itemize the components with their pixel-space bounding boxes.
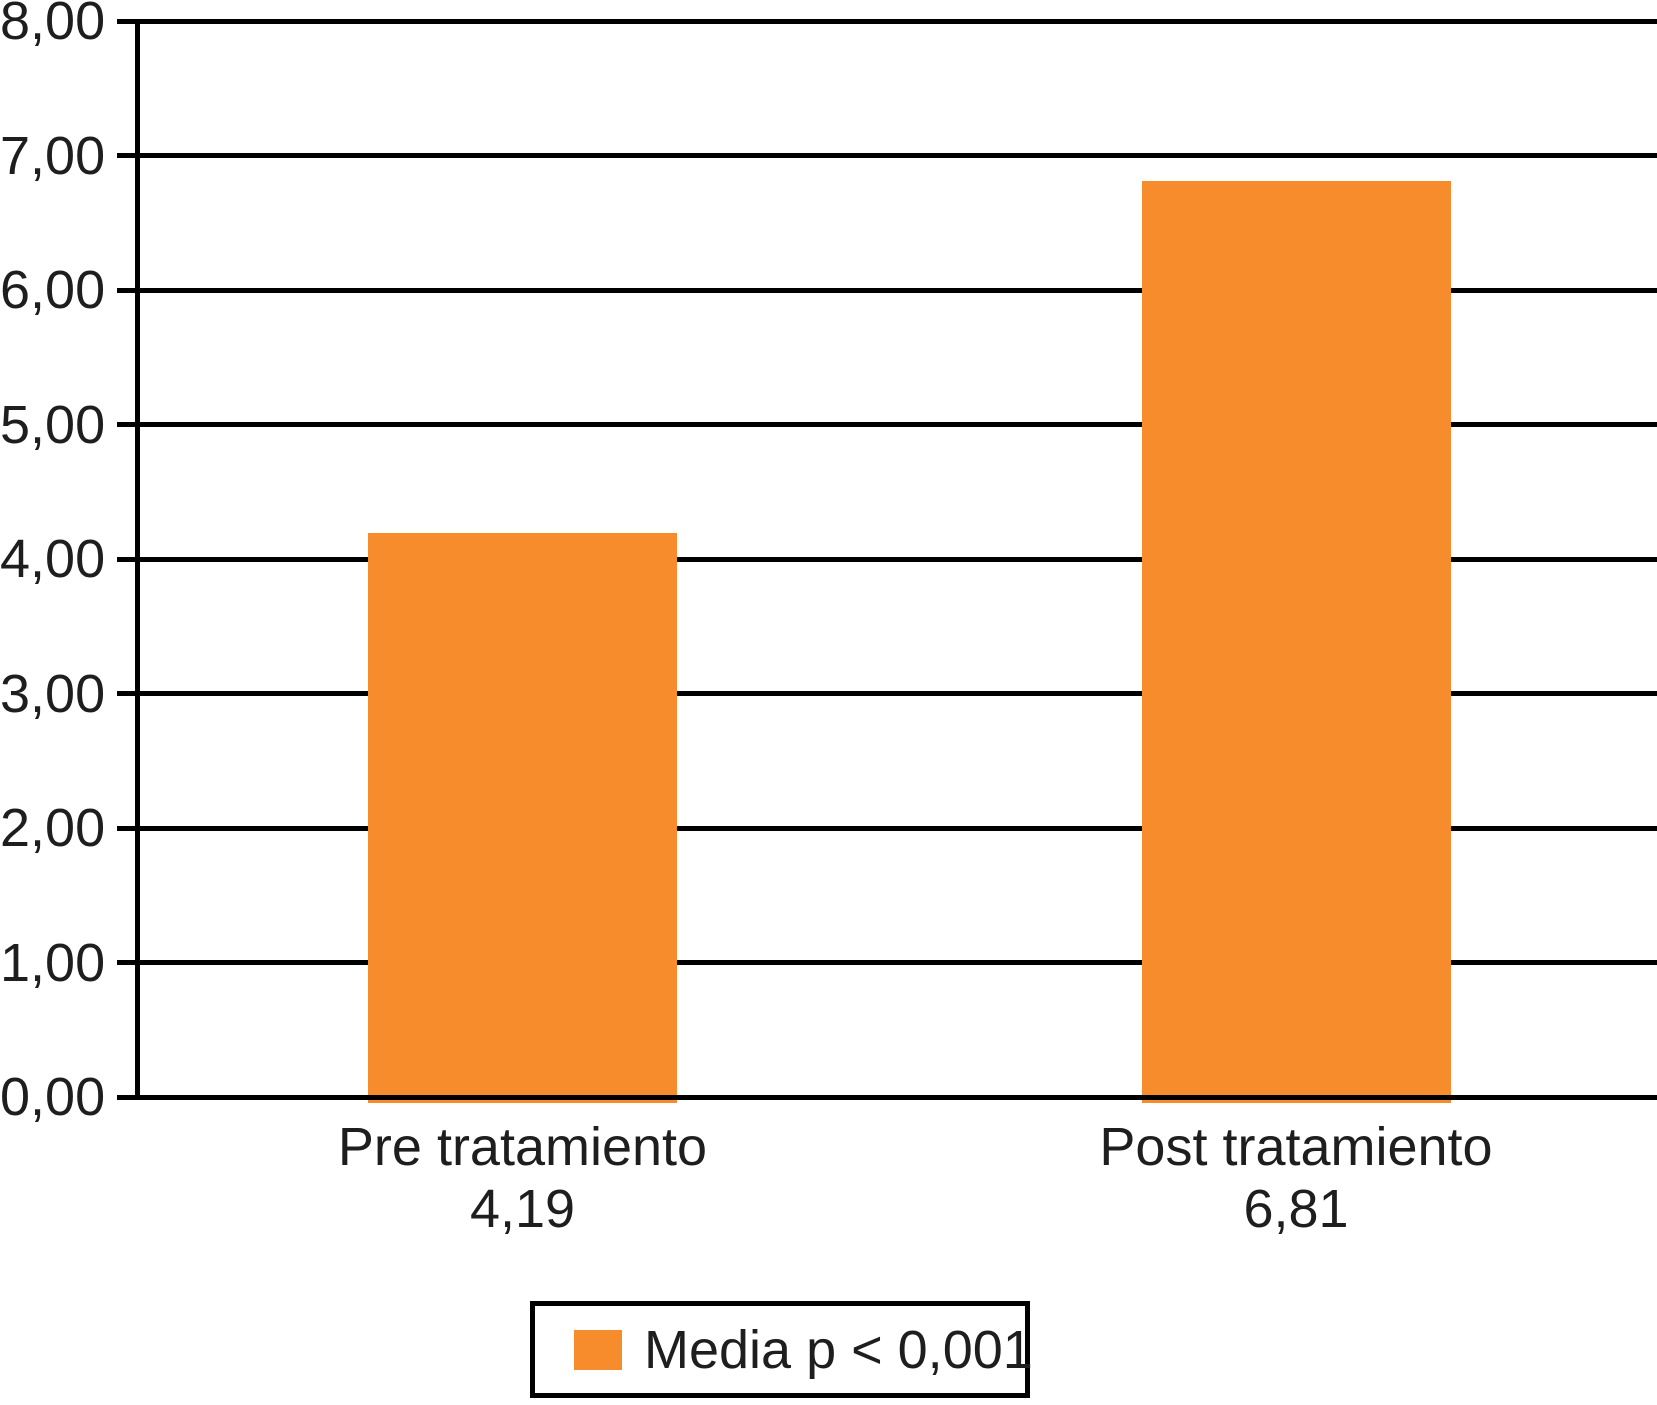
gridline: [117, 422, 1657, 427]
bar-post-tratamiento: [1141, 181, 1451, 1103]
category-value: 4,19: [469, 1179, 576, 1239]
y-tick-label: 7,00: [0, 125, 106, 186]
category-label: Pre tratamiento 4,19: [203, 1116, 843, 1240]
legend-box: Media p < 0,001: [530, 1301, 1033, 1398]
category-label: Post tratamiento 6,81: [976, 1116, 1616, 1240]
gridline: [117, 287, 1657, 293]
legend-label: Media p < 0,001: [644, 1319, 1033, 1380]
y-tick-label: 2,00: [0, 798, 106, 858]
gridline: [117, 18, 1657, 24]
legend-color-swatch-icon: [574, 1329, 622, 1370]
x-axis-line: [117, 1094, 1657, 1100]
gridline: [117, 825, 1657, 831]
category-value: 6,81: [1243, 1179, 1349, 1239]
y-tick-label: 8,00: [0, 0, 106, 51]
y-tick-label: 0,00: [0, 1067, 106, 1127]
y-tick-label: 4,00: [0, 529, 106, 589]
category-name: Post tratamiento: [1099, 1117, 1493, 1177]
y-axis-line: [135, 18, 140, 1100]
gridline: [117, 960, 1657, 965]
y-tick-label: 5,00: [0, 394, 106, 455]
bar-pre-tratamiento: [368, 533, 677, 1103]
y-tick-label: 1,00: [0, 932, 106, 993]
gridline: [117, 153, 1657, 158]
gridline: [117, 691, 1657, 696]
category-name: Pre tratamiento: [337, 1117, 708, 1177]
gridline: [117, 556, 1657, 562]
y-tick-label: 6,00: [0, 260, 106, 320]
y-tick-label: 3,00: [0, 663, 106, 724]
